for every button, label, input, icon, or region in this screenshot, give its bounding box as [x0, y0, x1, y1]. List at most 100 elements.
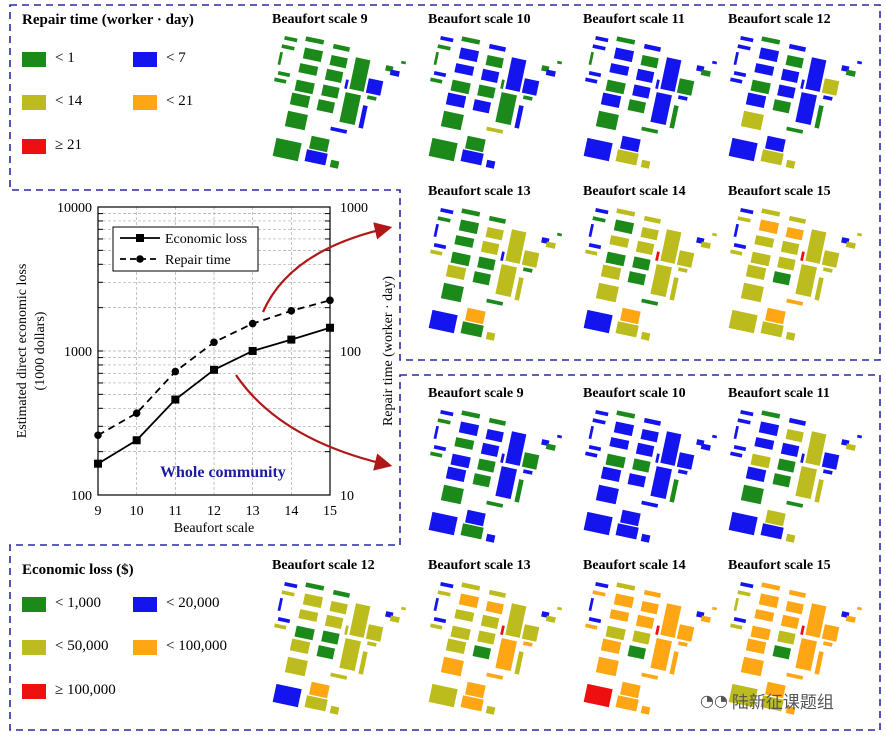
- building: [521, 624, 540, 642]
- building: [740, 409, 754, 417]
- building: [485, 54, 504, 69]
- building: [845, 443, 856, 451]
- building: [857, 606, 863, 611]
- legend-swatch: [22, 597, 46, 612]
- building: [640, 54, 659, 69]
- building: [676, 452, 695, 470]
- building: [758, 219, 780, 235]
- building-map: [428, 35, 563, 169]
- building: [477, 256, 496, 271]
- building: [800, 251, 805, 261]
- building: [627, 99, 647, 114]
- building: [521, 452, 540, 470]
- building: [284, 110, 308, 131]
- building: [760, 695, 784, 712]
- building: [760, 321, 784, 338]
- building: [754, 63, 775, 76]
- building: [758, 47, 780, 63]
- plot-frame: [97, 206, 331, 496]
- building: [620, 681, 641, 699]
- building: [588, 243, 602, 250]
- building: [795, 264, 817, 298]
- building: [786, 298, 804, 306]
- building: [450, 251, 471, 267]
- building: [760, 523, 784, 540]
- building: [294, 625, 315, 641]
- building: [643, 43, 662, 52]
- building: [780, 442, 800, 458]
- building: [733, 597, 739, 612]
- building: [777, 256, 796, 271]
- building: [585, 77, 598, 84]
- building: [458, 593, 480, 609]
- building: [485, 428, 504, 443]
- building: [615, 695, 639, 712]
- legend-label: ≥ 100,000: [55, 682, 116, 698]
- building: [761, 582, 781, 591]
- map-title: Beaufort scale 9: [272, 12, 368, 27]
- building: [329, 705, 340, 715]
- building: [595, 35, 609, 43]
- building: [472, 99, 492, 114]
- building: [445, 264, 467, 281]
- map-title: Beaufort scale 12: [272, 558, 375, 573]
- building: [284, 581, 298, 589]
- building-map: [583, 409, 718, 543]
- building: [660, 603, 682, 638]
- y-tick-label: 100: [71, 489, 92, 504]
- building: [740, 35, 754, 43]
- building: [495, 264, 517, 298]
- map-title: Beaufort scale 10: [428, 12, 531, 27]
- building: [640, 533, 651, 543]
- building: [677, 469, 688, 475]
- building: [500, 79, 505, 89]
- building: [655, 251, 660, 261]
- building: [785, 226, 804, 241]
- building: [785, 533, 796, 543]
- building: [730, 249, 743, 256]
- building-map: [728, 35, 863, 169]
- building: [745, 92, 767, 109]
- building: [274, 623, 287, 630]
- building: [486, 500, 504, 508]
- building: [486, 672, 504, 680]
- building: [613, 421, 635, 437]
- legend-swatch: [133, 95, 157, 110]
- building: [712, 60, 718, 65]
- building: [780, 240, 800, 256]
- data-point: [248, 347, 257, 355]
- building: [613, 219, 635, 235]
- building: [641, 672, 659, 680]
- building: [477, 630, 496, 645]
- legend-swatch: [22, 139, 46, 154]
- building: [733, 243, 747, 250]
- building: [358, 651, 368, 675]
- building: [472, 271, 492, 286]
- legend-swatch: [133, 640, 157, 655]
- building: [440, 656, 464, 677]
- data-point: [210, 365, 218, 374]
- building: [465, 509, 486, 527]
- building: [600, 638, 622, 655]
- building: [737, 590, 751, 597]
- building: [795, 92, 817, 126]
- building: [460, 149, 484, 166]
- building: [754, 437, 775, 450]
- building: [450, 453, 471, 469]
- building-map: [583, 35, 718, 169]
- building: [814, 277, 824, 301]
- building: [430, 623, 443, 630]
- building: [660, 229, 682, 264]
- building: [588, 445, 602, 452]
- building: [588, 617, 602, 624]
- building: [733, 425, 739, 440]
- building: [641, 298, 659, 306]
- building: [454, 609, 475, 622]
- building: [676, 250, 695, 268]
- building: [632, 256, 651, 271]
- building: [522, 469, 533, 475]
- building: [488, 417, 507, 426]
- building: [272, 683, 302, 708]
